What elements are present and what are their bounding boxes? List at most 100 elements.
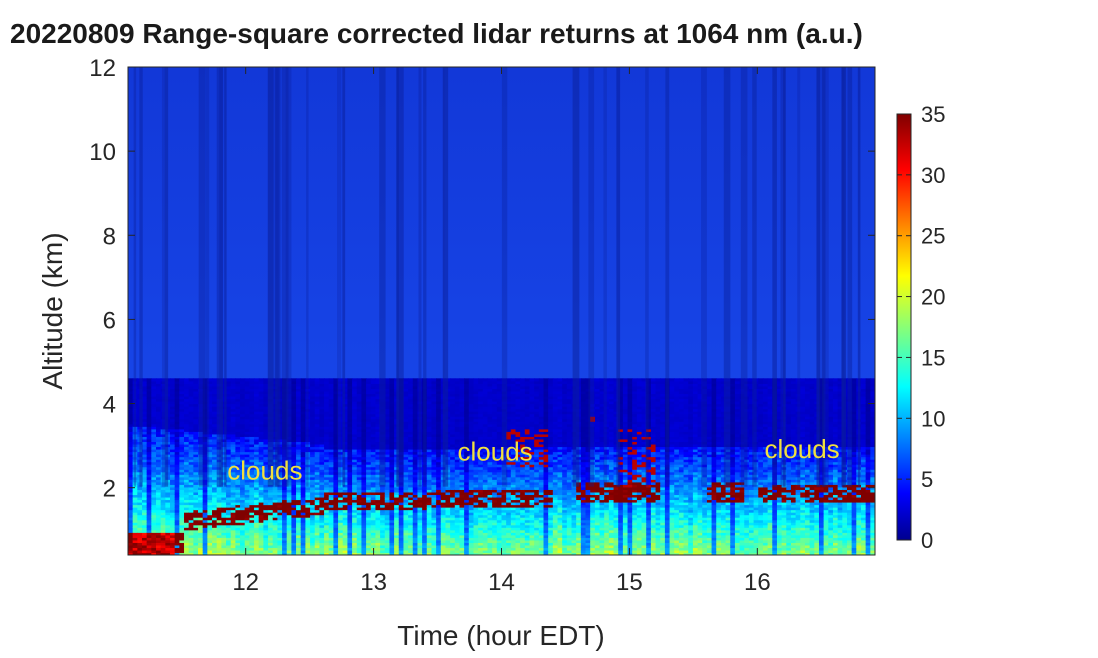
heatmap-cell xyxy=(342,454,349,458)
heatmap-cell xyxy=(370,509,377,513)
heatmap-cell xyxy=(305,421,311,425)
heatmap-cell xyxy=(286,380,293,384)
heatmap-cell xyxy=(151,383,157,387)
heatmap-cell xyxy=(132,512,138,516)
heatmap-cell xyxy=(380,534,386,538)
heatmap-cell xyxy=(366,481,372,485)
heatmap-cell xyxy=(132,514,138,518)
heatmap-cell xyxy=(319,388,325,392)
heatmap-cell xyxy=(156,552,162,555)
heatmap-cell xyxy=(272,454,278,458)
heatmap-cell xyxy=(380,426,386,430)
heatmap-cell xyxy=(132,532,138,536)
heatmap-cell xyxy=(258,423,264,427)
heatmap-cell xyxy=(324,524,330,528)
heatmap-cell xyxy=(160,499,166,503)
heatmap-cell xyxy=(146,496,152,501)
heatmap-cell xyxy=(356,539,363,543)
heatmap-cell xyxy=(394,411,400,415)
heatmap-cell xyxy=(370,418,377,422)
heatmap-cell xyxy=(328,393,335,397)
heatmap-cell xyxy=(305,383,311,387)
heatmap-cell xyxy=(347,504,353,508)
heatmap-cell xyxy=(179,491,185,496)
heatmap-cell xyxy=(389,459,395,463)
heatmap-cell xyxy=(151,532,157,536)
heatmap-cell xyxy=(272,491,278,496)
heatmap-cell xyxy=(146,421,152,425)
heatmap-cell xyxy=(137,431,143,435)
heatmap-cell xyxy=(160,446,166,450)
heatmap-cell xyxy=(347,509,353,513)
heatmap-cell xyxy=(132,504,138,508)
heatmap-cell xyxy=(403,443,409,448)
heatmap-cell xyxy=(258,416,264,420)
heatmap-cell xyxy=(408,489,414,493)
heatmap-cell xyxy=(249,496,255,501)
heatmap-cell xyxy=(216,489,222,493)
heatmap-cell xyxy=(207,519,213,523)
heatmap-cell xyxy=(338,486,344,490)
heatmap-cell xyxy=(137,522,143,526)
heatmap-cell xyxy=(324,466,330,470)
heatmap-cell xyxy=(179,431,185,435)
heatmap-cell xyxy=(384,401,391,405)
heatmap-cell xyxy=(286,401,293,405)
heatmap-cell xyxy=(202,514,208,518)
heatmap-cell xyxy=(338,403,344,407)
heatmap-cell xyxy=(324,406,330,410)
heatmap-cell xyxy=(128,499,134,503)
heatmap-cell xyxy=(226,443,232,448)
heatmap-cell xyxy=(268,512,274,516)
heatmap-cell xyxy=(174,418,180,422)
heatmap-cell xyxy=(300,529,307,533)
heatmap-cell xyxy=(370,499,377,503)
heatmap-cell xyxy=(328,383,335,387)
heatmap-cell xyxy=(361,446,367,450)
heatmap-cell xyxy=(277,552,283,555)
heatmap-cell xyxy=(380,395,386,400)
heatmap-cell xyxy=(272,481,278,485)
heatmap-cell xyxy=(347,476,353,480)
heatmap-cell xyxy=(193,421,199,425)
heatmap-cell xyxy=(328,408,335,412)
heatmap-cell xyxy=(319,512,325,516)
heatmap-cell xyxy=(170,491,176,496)
heatmap-cell xyxy=(324,423,330,427)
heatmap-cell xyxy=(244,448,250,453)
heatmap-cell xyxy=(230,436,236,440)
heatmap-cell xyxy=(366,484,372,488)
heatmap-cell xyxy=(366,393,372,397)
heatmap-cell xyxy=(347,501,353,506)
heatmap-cell xyxy=(403,406,409,410)
heatmap-cell xyxy=(221,426,227,430)
heatmap-cell xyxy=(296,474,302,478)
heatmap-cell xyxy=(230,532,236,536)
heatmap-cell xyxy=(193,454,199,458)
heatmap-cell xyxy=(202,390,208,395)
heatmap-cell xyxy=(216,403,222,407)
heatmap-cell xyxy=(240,461,246,465)
heatmap-cell xyxy=(179,499,185,503)
heatmap-cell xyxy=(300,411,307,415)
heatmap-cell xyxy=(174,504,180,508)
heatmap-cell xyxy=(408,549,414,554)
heatmap-cell xyxy=(272,486,278,490)
heatmap-cell xyxy=(184,549,190,554)
heatmap-cell xyxy=(230,401,236,405)
heatmap-cell xyxy=(137,476,143,480)
heatmap-cell xyxy=(319,544,325,549)
heatmap-cell xyxy=(258,388,264,392)
heatmap-cell xyxy=(342,514,349,518)
heatmap-cell xyxy=(291,459,297,463)
heatmap-cell xyxy=(160,481,166,485)
heatmap-cell xyxy=(310,466,316,470)
heatmap-cell xyxy=(296,522,302,526)
heatmap-cell xyxy=(151,380,157,384)
heatmap-cell xyxy=(221,486,227,490)
heatmap-cells xyxy=(128,67,875,555)
heatmap-cell xyxy=(179,403,185,407)
heatmap-cell xyxy=(380,459,386,463)
heatmap-cell xyxy=(188,408,194,412)
heatmap-cell xyxy=(398,534,405,538)
